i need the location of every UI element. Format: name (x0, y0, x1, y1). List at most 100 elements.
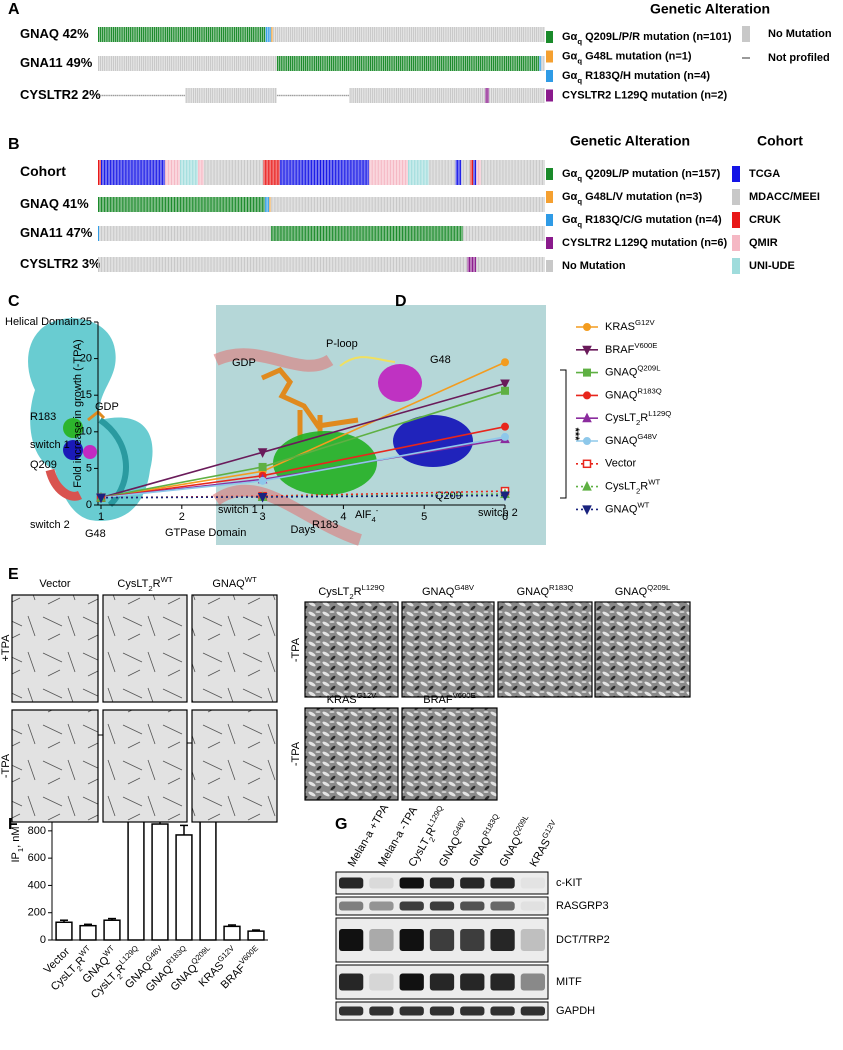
oncoprint-run (265, 27, 272, 42)
text-part: Q209L (189, 943, 212, 966)
legend-label: Gαq Q209L/P mutation (n=157) (562, 168, 721, 183)
text-part: G48L mutation (n=1) (582, 50, 692, 62)
marker (583, 323, 591, 331)
oncoprint-run (273, 27, 545, 42)
y-tick-label: 0 (40, 934, 46, 946)
text-part: GNAQ (517, 586, 550, 598)
blot-band (490, 973, 515, 991)
y-tick-label: 200 (28, 907, 46, 919)
text-part: GNAQ (605, 389, 638, 401)
structure-label: Q209 (30, 459, 57, 471)
legend-swatch (546, 31, 553, 43)
legend-label: Gαq Q209L/P/R mutation (n=101) (562, 31, 732, 46)
oncoprint-run (185, 88, 277, 103)
blot-band (429, 877, 455, 889)
text-part: G48V (450, 815, 468, 837)
blot-band (460, 901, 485, 911)
blot-band (369, 973, 394, 991)
legend-swatch (742, 57, 750, 59)
marker (583, 437, 591, 445)
y-axis-label: Fold increase in growth (-TPA) (72, 339, 84, 487)
oncoprint-run (463, 226, 545, 241)
legend-label: No Mutation (768, 28, 832, 40)
blot-band (339, 973, 364, 991)
micrograph (102, 709, 188, 823)
text-part: Gα (562, 191, 578, 203)
legend-label: GNAQG48V (605, 432, 658, 447)
text-part: Q209L (511, 813, 531, 838)
text-part: q (577, 220, 582, 229)
blot-label: RASGRP3 (556, 900, 609, 912)
blot-band (520, 901, 545, 911)
blot-band (460, 973, 485, 991)
marker (500, 379, 510, 390)
blot-band (369, 901, 394, 911)
text-part: Gα (562, 214, 578, 226)
text-part: 2 (148, 584, 152, 593)
text-part: G48L/V mutation (n=3) (582, 191, 702, 203)
blot-band (339, 1006, 364, 1016)
marker (582, 480, 592, 491)
bar (247, 930, 265, 941)
oncoprint-run (349, 88, 486, 103)
legend-label: BRAFV600E (605, 340, 657, 355)
blot-band (490, 929, 515, 951)
text-part: L129Q (362, 583, 385, 592)
text-part: R183Q (480, 812, 500, 838)
legend-label: CRUK (749, 214, 781, 226)
micrograph (304, 601, 399, 698)
oncoprint-run (271, 27, 274, 42)
oncoprint-run (480, 160, 545, 185)
text-part: R (640, 412, 648, 424)
text-part: G48V (143, 943, 164, 964)
marker (582, 412, 592, 423)
marker (258, 462, 267, 471)
text-part: GNAQ (615, 586, 648, 598)
micrograph (11, 709, 99, 823)
blot-band (339, 877, 364, 889)
text-part: G48V (454, 583, 475, 592)
micrograph (11, 594, 99, 703)
legend-label: Gαq R183Q/H mutation (n=4) (562, 70, 710, 85)
text-part: V600E (453, 691, 476, 700)
x-tick-label: 4 (340, 511, 346, 523)
oncoprint-run (489, 88, 545, 103)
text-part: Gα (562, 31, 578, 43)
text-part: 2 (349, 592, 353, 601)
text-part: Q209L/P mutation (n=157) (582, 168, 721, 180)
structure-label: P-loop (326, 338, 358, 350)
legend-label: GNAQR183Q (605, 386, 662, 401)
structure-label: R183 (312, 519, 338, 531)
legend-swatch (546, 70, 553, 82)
blot-band (460, 877, 485, 889)
marker (582, 505, 592, 516)
text-part: 2 (115, 972, 124, 981)
marker (96, 493, 106, 504)
blot-band (520, 1006, 545, 1016)
legend-title: Cohort (757, 133, 803, 149)
oncoprint-run (179, 160, 198, 185)
text-part: WT (161, 575, 173, 584)
micrograph (594, 601, 691, 698)
text-part: KRAS (327, 694, 357, 706)
oncoprint-run (276, 56, 540, 71)
text-part: BRAF (605, 344, 635, 356)
blot-band (429, 901, 455, 911)
blot-band (429, 929, 455, 951)
legend-label: CYSLTR2 L129Q mutation (n=6) (562, 237, 727, 249)
oncoprint-run (98, 257, 468, 272)
text-part: 2 (636, 486, 640, 495)
oncoprint-run (279, 160, 370, 185)
legend-swatch (546, 168, 553, 180)
text-part: CysLT (117, 578, 148, 590)
y-tick-label: 5 (86, 462, 92, 474)
blot-band (339, 901, 364, 911)
text-part: IP (10, 852, 22, 862)
text-part: 1 (16, 848, 25, 852)
legend-label: Gαq G48L/V mutation (n=3) (562, 191, 702, 206)
not-profiled (98, 94, 186, 97)
oncoprint-run (98, 27, 266, 42)
bar (151, 823, 169, 941)
column-label: GNAQWT (212, 575, 257, 590)
row-name: GNAQ 42% (20, 26, 89, 41)
